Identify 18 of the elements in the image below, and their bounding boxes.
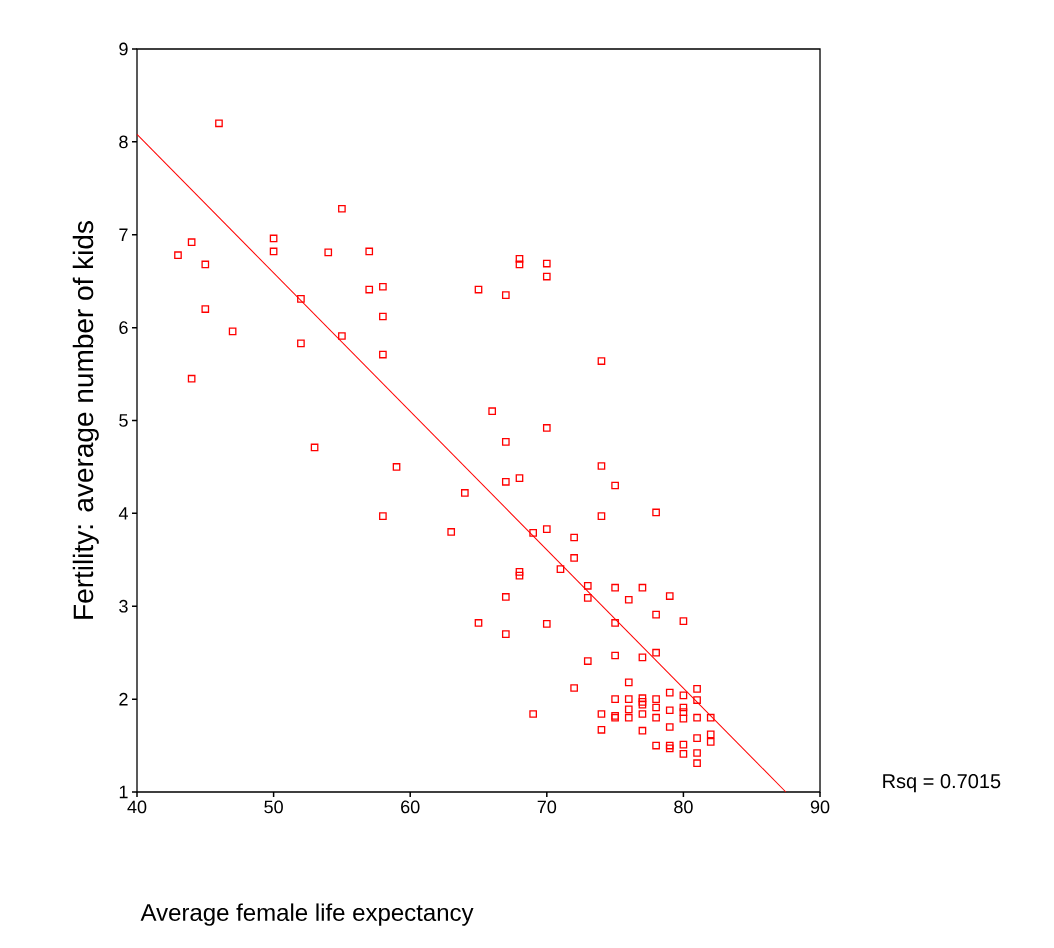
y-tick-label: 9 bbox=[119, 42, 128, 56]
x-tick-label: 40 bbox=[127, 800, 147, 814]
x-tick-label: 60 bbox=[401, 800, 420, 814]
x-tick-label: 70 bbox=[537, 800, 557, 814]
x-axis-title: Average female life expectancy bbox=[140, 903, 474, 926]
y-tick-label: 4 bbox=[118, 507, 128, 520]
y-tick-label: 5 bbox=[119, 414, 128, 427]
y-tick-label: 1 bbox=[119, 785, 128, 799]
y-tick-label: 8 bbox=[119, 135, 128, 149]
y-tick-label: 3 bbox=[119, 599, 128, 613]
x-tick-label: 80 bbox=[674, 800, 693, 814]
y-tick-label: 7 bbox=[119, 228, 128, 241]
x-tick-label: 50 bbox=[264, 800, 283, 814]
y-tick-label: 2 bbox=[119, 692, 128, 706]
y-axis-title: Fertility: average number of kids bbox=[72, 221, 99, 619]
x-tick-label: 90 bbox=[810, 800, 830, 814]
y-tick-label: 6 bbox=[119, 321, 128, 334]
text: Rsq = 0.7015 bbox=[883, 774, 1001, 793]
